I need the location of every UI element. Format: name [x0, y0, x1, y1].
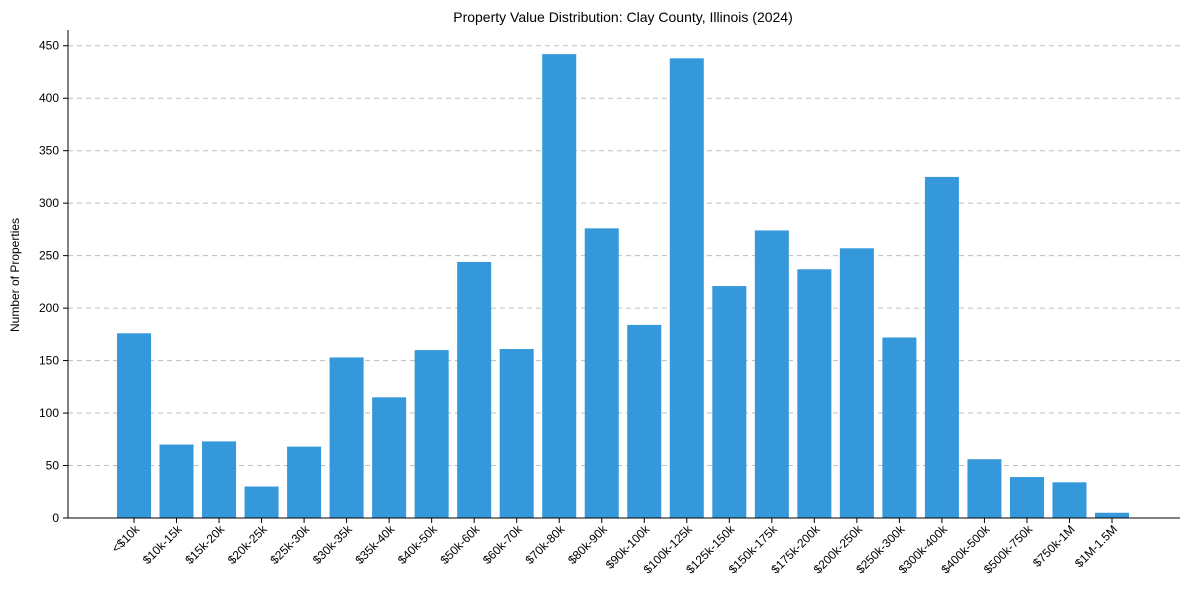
bar — [116, 333, 152, 518]
x-tick-label: $750k-1M — [1030, 522, 1078, 570]
bar — [712, 286, 747, 518]
bar — [924, 176, 959, 518]
y-tick-label: 450 — [39, 39, 59, 53]
bar — [542, 54, 577, 518]
y-tick-label: 300 — [39, 196, 59, 210]
x-tick-label: $35k-40k — [352, 522, 398, 568]
bar — [839, 248, 874, 518]
bar — [882, 337, 917, 518]
bar — [797, 269, 832, 518]
gridlines — [68, 45, 1180, 467]
bar — [1094, 512, 1130, 518]
y-tick-label: 100 — [39, 406, 59, 420]
bars — [116, 54, 1130, 519]
y-tick-label: 50 — [46, 459, 60, 473]
x-tick-label: $30k-35k — [310, 522, 356, 568]
x-tick-label: <$10k — [109, 522, 143, 556]
bar — [499, 349, 534, 518]
bar — [754, 230, 789, 518]
y-tick-label: 400 — [39, 91, 59, 105]
bar — [627, 324, 662, 518]
x-tick-label: $60k-70k — [480, 522, 526, 568]
x-tick-label: $40k-50k — [395, 522, 441, 568]
bar — [669, 58, 704, 519]
bar — [1009, 477, 1044, 518]
x-tick-label: $1M-1.5M — [1072, 522, 1120, 570]
bar — [287, 446, 322, 518]
y-tick-label: 350 — [39, 144, 59, 158]
bar — [244, 486, 279, 518]
y-tick-label: 250 — [39, 249, 59, 263]
axes — [67, 30, 1180, 519]
x-tick-label: $25k-30k — [267, 522, 313, 568]
chart-title: Property Value Distribution: Clay County… — [453, 9, 793, 25]
bar — [414, 350, 449, 518]
bar — [967, 459, 1002, 518]
bar — [1052, 482, 1087, 518]
x-tick-label: $10k-15k — [140, 522, 186, 568]
y-axis-ticks: 0 50 100 150 200 250 300 350 400 450 — [39, 39, 68, 525]
bar — [457, 261, 492, 518]
x-axis-ticks: <$10k$10k-15k$15k-20k$20k-25k$25k-30k$30… — [109, 518, 1120, 576]
bar — [372, 397, 407, 518]
y-tick-label: 200 — [39, 301, 59, 315]
bar — [202, 441, 237, 518]
bar — [584, 228, 619, 518]
bar — [329, 357, 364, 518]
y-axis-label: Number of Properties — [8, 218, 22, 332]
x-tick-label: $20k-25k — [225, 522, 271, 568]
x-tick-label: $15k-20k — [182, 522, 228, 568]
y-tick-label: 0 — [52, 511, 59, 525]
y-tick-label: 150 — [39, 354, 59, 368]
x-tick-label: $70k-80k — [523, 522, 569, 568]
bar — [159, 444, 194, 518]
x-tick-label: $50k-60k — [437, 522, 483, 568]
